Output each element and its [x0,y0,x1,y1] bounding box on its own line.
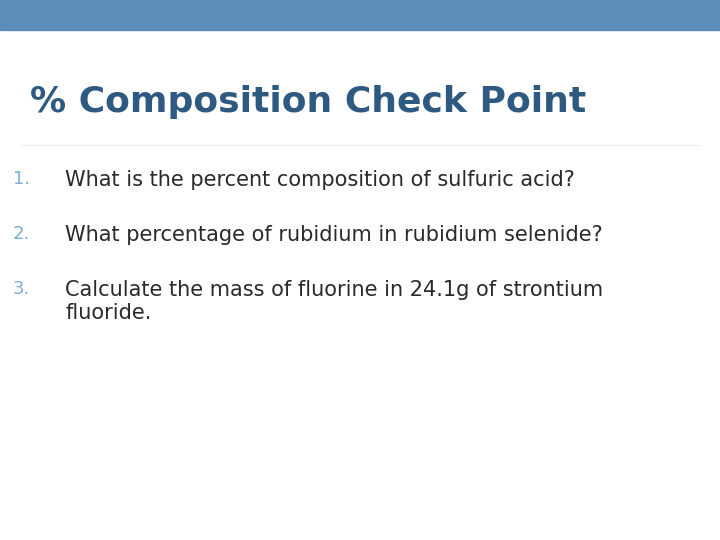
Text: 2.: 2. [13,225,30,242]
Text: Calculate the mass of fluorine in 24.1g of strontium
fluoride.: Calculate the mass of fluorine in 24.1g … [65,280,603,323]
Text: 3.: 3. [13,280,30,298]
Text: 1.: 1. [13,170,30,188]
Text: % Composition Check Point: % Composition Check Point [30,85,586,119]
Text: What percentage of rubidium in rubidium selenide?: What percentage of rubidium in rubidium … [65,225,603,245]
Bar [0,0,720,30]
Text: What is the percent composition of sulfuric acid?: What is the percent composition of sulfu… [65,170,575,190]
